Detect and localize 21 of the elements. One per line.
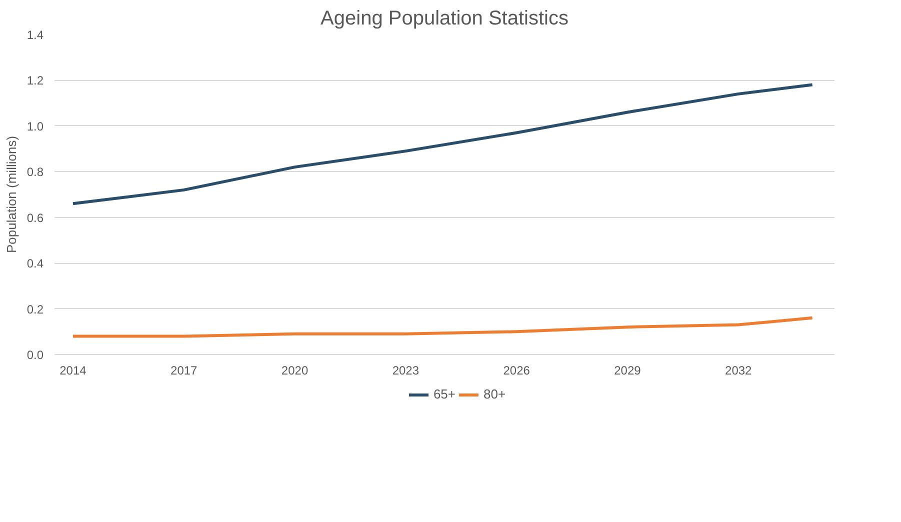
y-tick-label: 0.2	[26, 302, 44, 316]
line-series	[71, 83, 814, 206]
y-tick-label: 0.8	[26, 165, 44, 180]
x-tick-label: 2017	[170, 364, 198, 378]
y-tick-label: 1.2	[26, 74, 44, 88]
y-tick-label: 1.0	[26, 119, 44, 134]
y-tick-label: 0.4	[26, 256, 44, 271]
x-tick-label: 2023	[392, 364, 420, 378]
y-tick-label: 1.4	[26, 28, 44, 42]
x-tick-label: 2014	[60, 364, 87, 378]
legend-label: 80+	[484, 386, 506, 402]
legend-label: 65+	[433, 386, 456, 402]
x-tick-label: 2032	[725, 364, 752, 378]
chart-title: Ageing Population Statistics	[320, 8, 568, 30]
y-axis-title: Population (millions)	[4, 136, 19, 254]
x-tick-label: 2026	[503, 364, 530, 378]
y-tick-label: 0.0	[26, 348, 44, 362]
x-tick-label: 2029	[614, 364, 642, 378]
line-series	[71, 316, 814, 338]
y-tick-label: 0.6	[26, 210, 44, 225]
x-tick-label: 2020	[281, 364, 308, 378]
